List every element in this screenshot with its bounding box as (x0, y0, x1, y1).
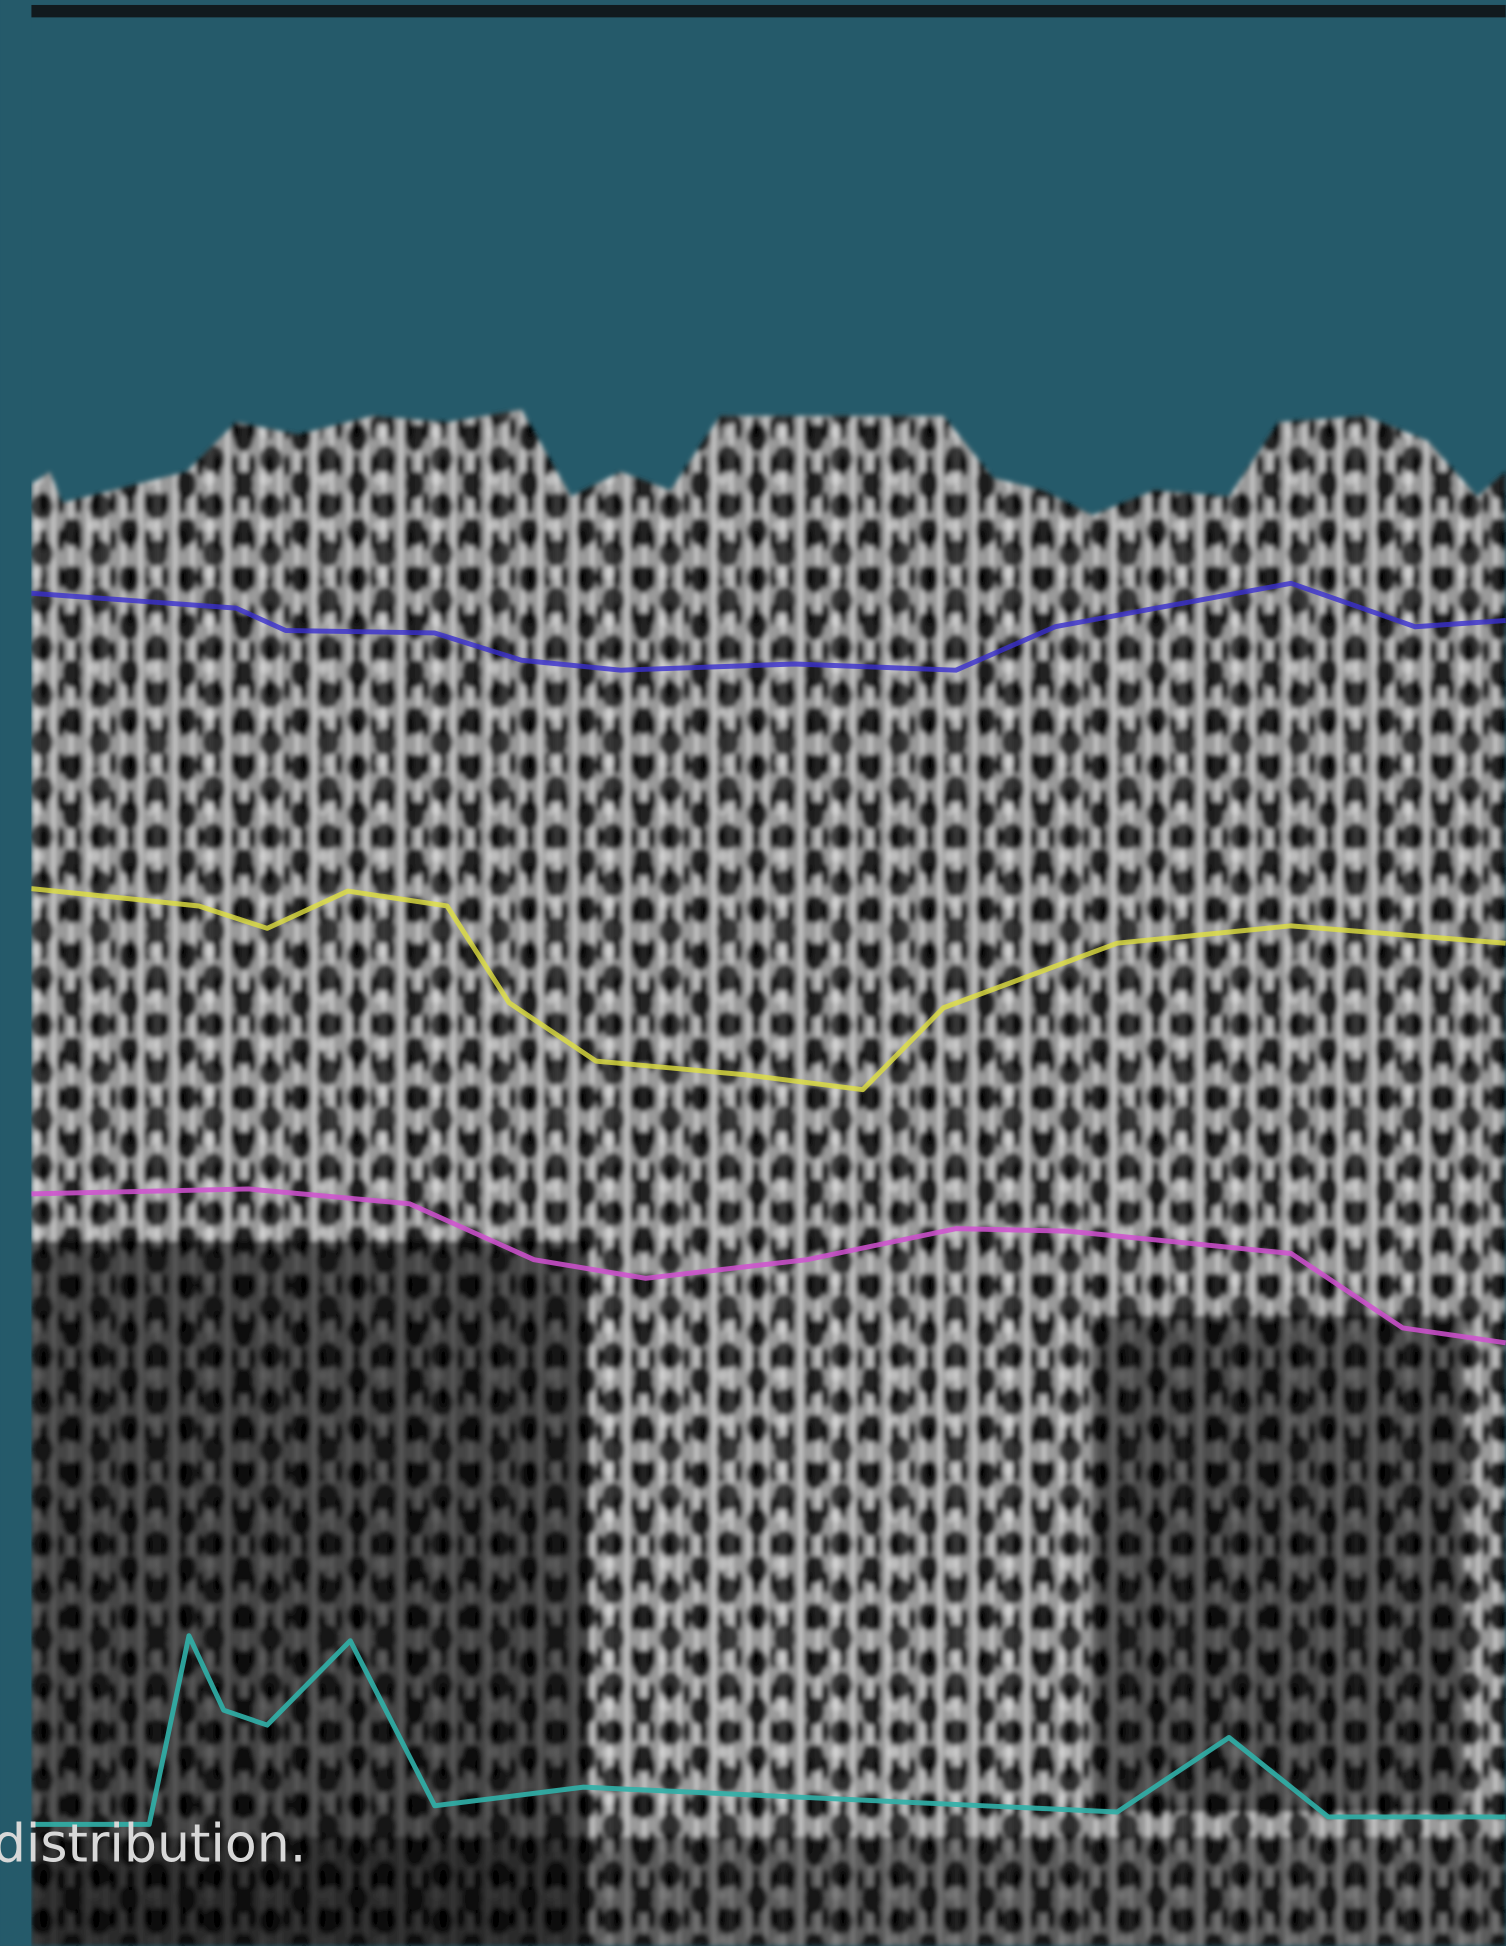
caption: distribution. (0, 1815, 306, 1875)
top-bar (31, 5, 1505, 17)
page: distribution. (() => { const data = JSON… (0, 0, 1506, 1946)
scan-image (31, 410, 1505, 1946)
scan-view: distribution. (0, 0, 1506, 1946)
left-border (0, 0, 31, 1946)
